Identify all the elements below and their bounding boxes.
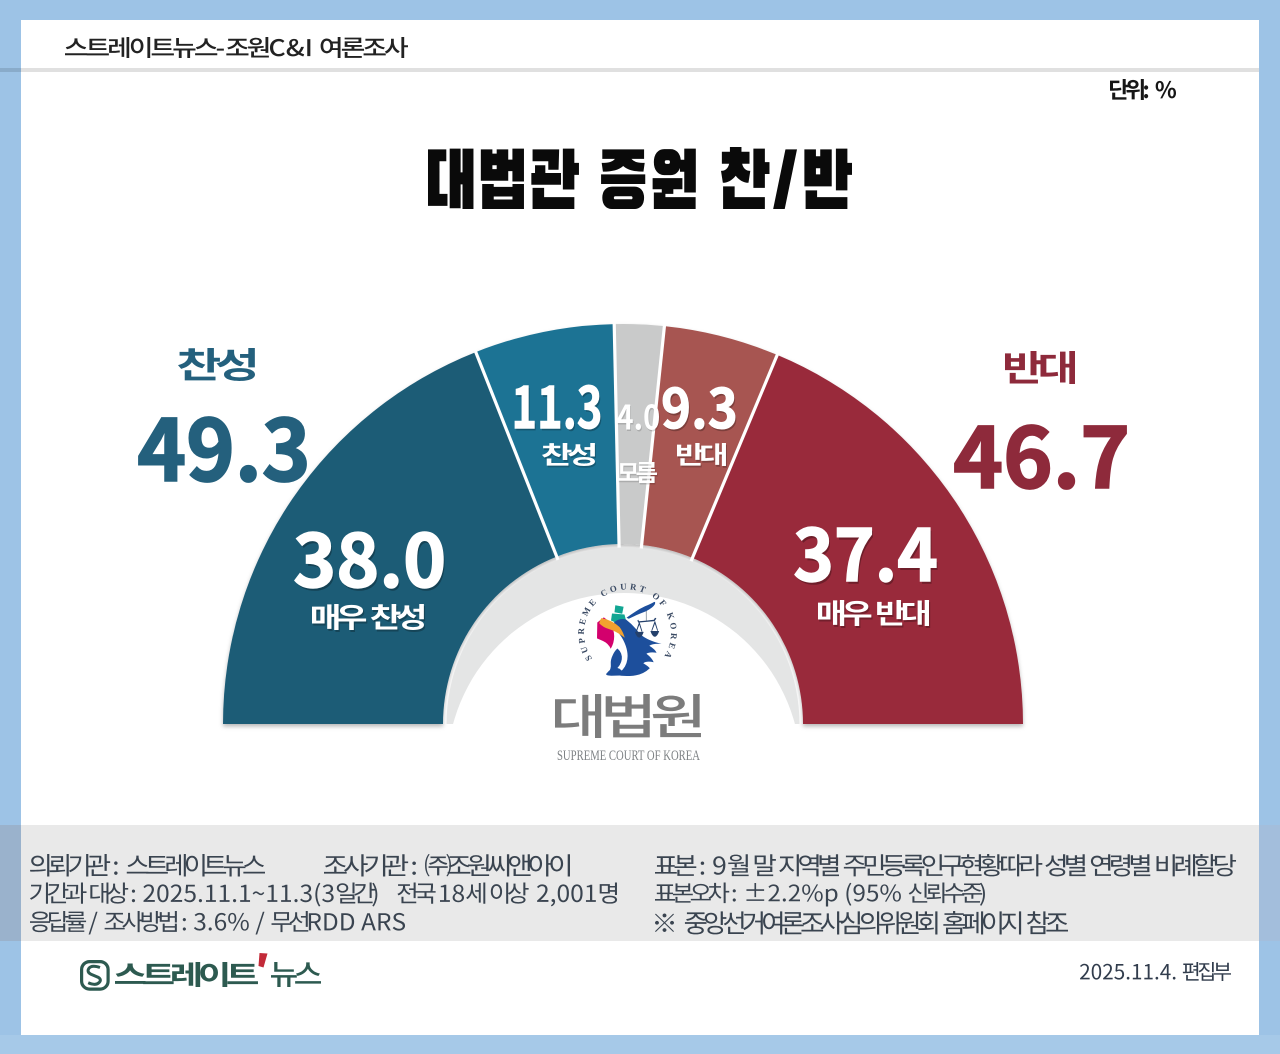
svg-text:SUPREME COURT OF KOREA: SUPREME COURT OF KOREA	[557, 748, 700, 764]
